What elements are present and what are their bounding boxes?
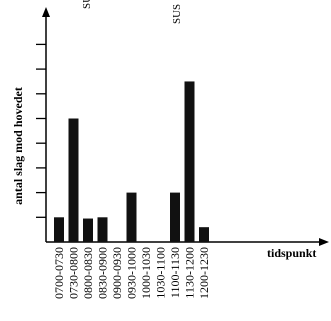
x-axis-label: tidspunkt bbox=[267, 246, 316, 260]
bar-0730-0800 bbox=[68, 118, 79, 242]
x-tick-label: 0830-0900 bbox=[96, 247, 110, 299]
bar-0830-0900 bbox=[97, 217, 108, 242]
y-axis-label: antal slag mod hovedet bbox=[11, 87, 25, 205]
x-axis-arrow bbox=[319, 238, 329, 246]
x-tick-label: 0900-0930 bbox=[110, 247, 124, 299]
annotation-su: SU bbox=[81, 0, 93, 9]
bar-0800-0830 bbox=[83, 218, 93, 242]
bar-1200-1230 bbox=[199, 227, 209, 242]
bar-0930-1000 bbox=[126, 192, 137, 242]
bar-0700-0730 bbox=[54, 217, 64, 242]
x-tick-label: 0730-0800 bbox=[67, 247, 81, 299]
x-tick-label: 1200-1230 bbox=[197, 247, 211, 299]
x-tick-label: 1030-1100 bbox=[154, 247, 168, 299]
y-axis-arrow bbox=[42, 7, 50, 17]
bar-1130-1200 bbox=[184, 81, 195, 242]
y-ticks bbox=[36, 43, 46, 218]
x-tick-label: 0930-1000 bbox=[125, 247, 139, 299]
bars bbox=[54, 81, 209, 242]
bar-1100-1130 bbox=[170, 192, 180, 242]
x-tick-label: 0700-0730 bbox=[52, 247, 66, 299]
x-tick-label: 1130-1200 bbox=[183, 247, 197, 299]
x-tick-label: 1000-1030 bbox=[139, 247, 153, 299]
annotation-sus: SUS bbox=[171, 4, 183, 24]
x-tick-label: 1100-1130 bbox=[168, 247, 182, 298]
x-tick-label: 0800-0830 bbox=[81, 247, 95, 299]
x-tick-labels: 0700-0730 0730-0800 0800-0830 0830-0900 0900… bbox=[52, 247, 211, 299]
